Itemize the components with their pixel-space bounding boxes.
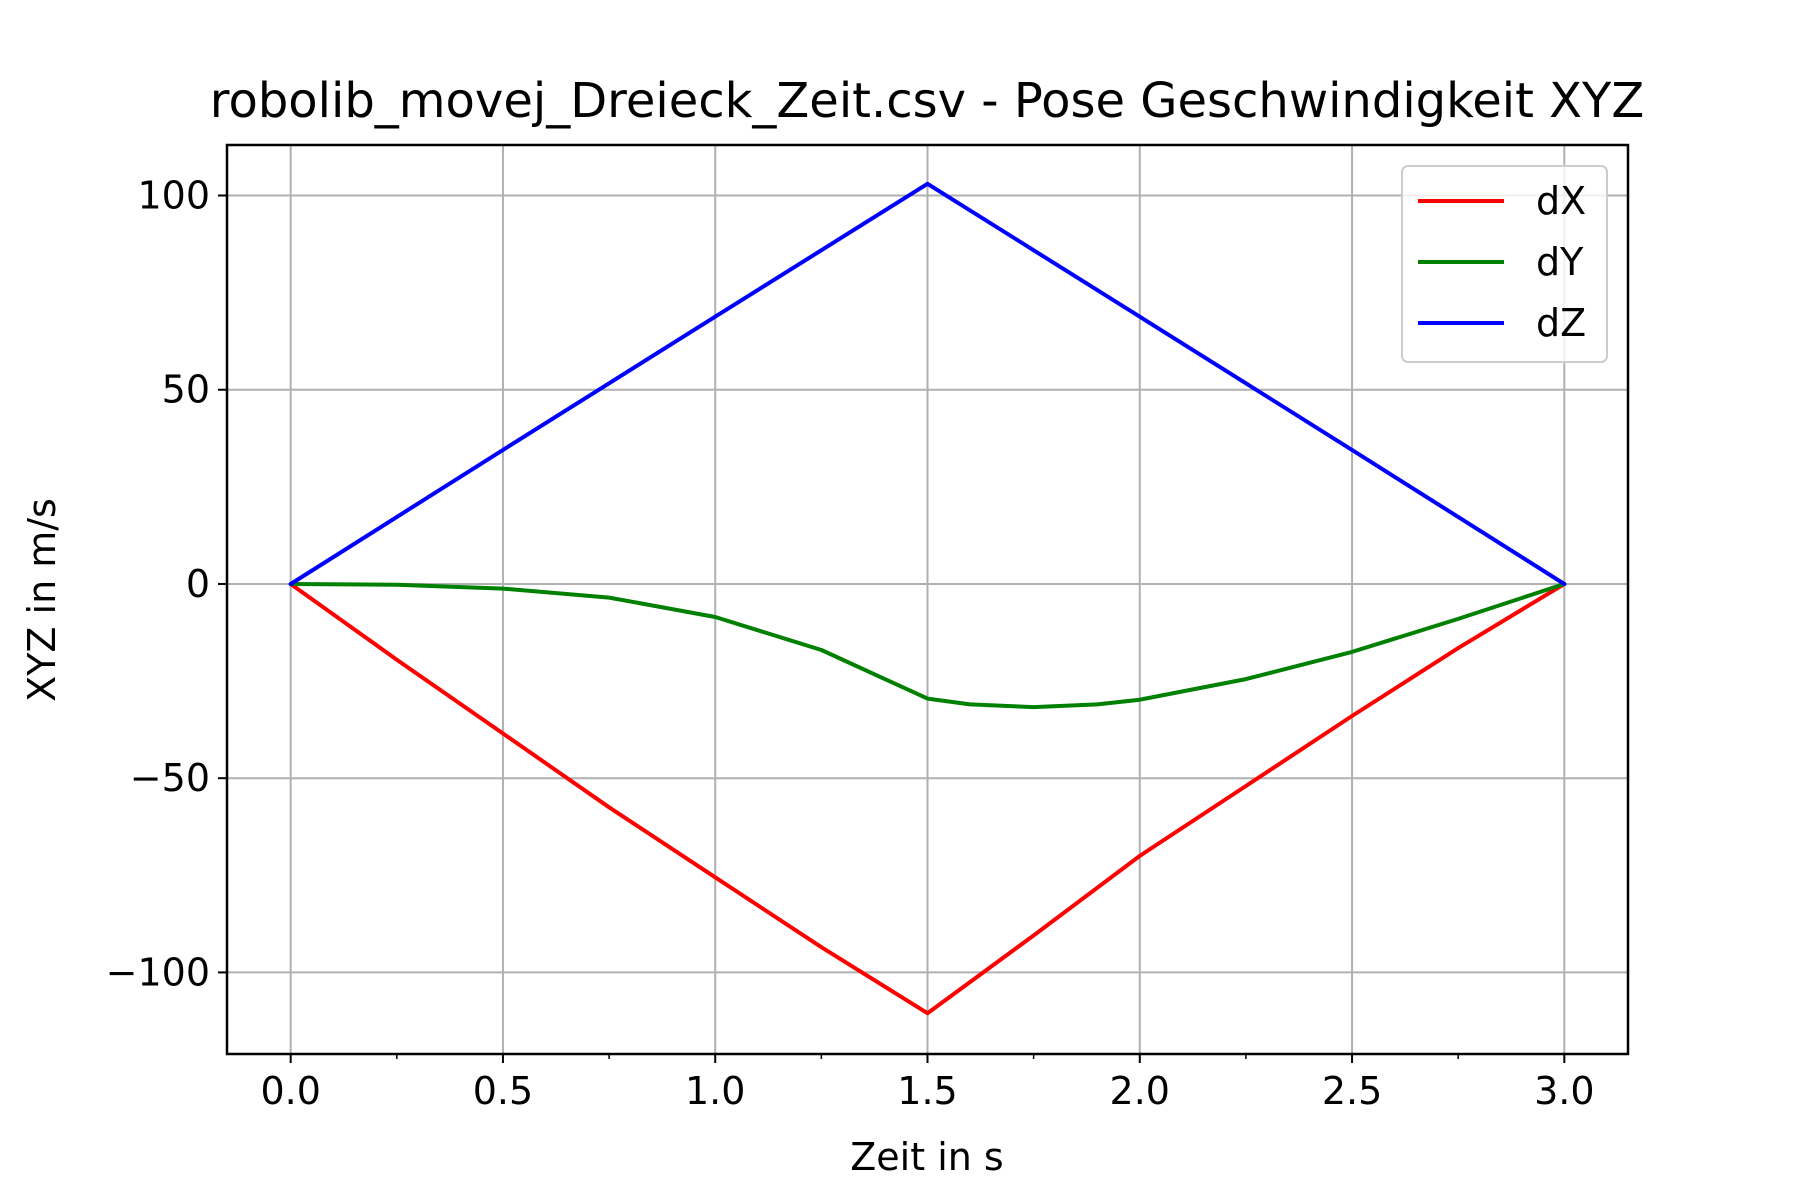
series-line-dz <box>288 181 1567 586</box>
series-line-dy <box>288 582 1567 710</box>
legend: dX dY dZ <box>1401 165 1608 363</box>
y-tick-label: 50 <box>162 368 210 412</box>
x-tick-label: 1.0 <box>685 1069 745 1113</box>
y-tick-label: 0 <box>186 562 210 606</box>
legend-box <box>1401 165 1608 363</box>
y-axis-label: XYZ in m/s <box>20 498 64 702</box>
y-tick-label: −50 <box>130 756 210 800</box>
chart-title: robolib_movej_Dreieck_Zeit.csv - Pose Ge… <box>210 73 1644 129</box>
ticks: 0.0 0.5 1.0 1.5 2.0 2.5 3.0 100 50 0 −50 −100 <box>106 174 1595 1114</box>
plot-series <box>288 181 1567 1016</box>
x-tick-label: 2.0 <box>1110 1069 1170 1113</box>
x-tick-label: 2.5 <box>1322 1069 1382 1113</box>
legend-label-dz: dZ <box>1536 301 1586 345</box>
series-line-dx <box>288 582 1567 1016</box>
legend-label-dy: dY <box>1536 240 1584 284</box>
x-tick-label: 3.0 <box>1534 1069 1594 1113</box>
x-tick-label: 0.0 <box>260 1069 320 1113</box>
legend-label-dx: dX <box>1536 179 1586 223</box>
y-tick-label: 100 <box>137 174 210 218</box>
y-tick-label: −100 <box>106 950 210 994</box>
grid <box>227 145 1628 1054</box>
x-tick-label: 1.5 <box>897 1069 957 1113</box>
x-tick-label: 0.5 <box>473 1069 533 1113</box>
x-axis-label: Zeit in s <box>850 1135 1003 1179</box>
